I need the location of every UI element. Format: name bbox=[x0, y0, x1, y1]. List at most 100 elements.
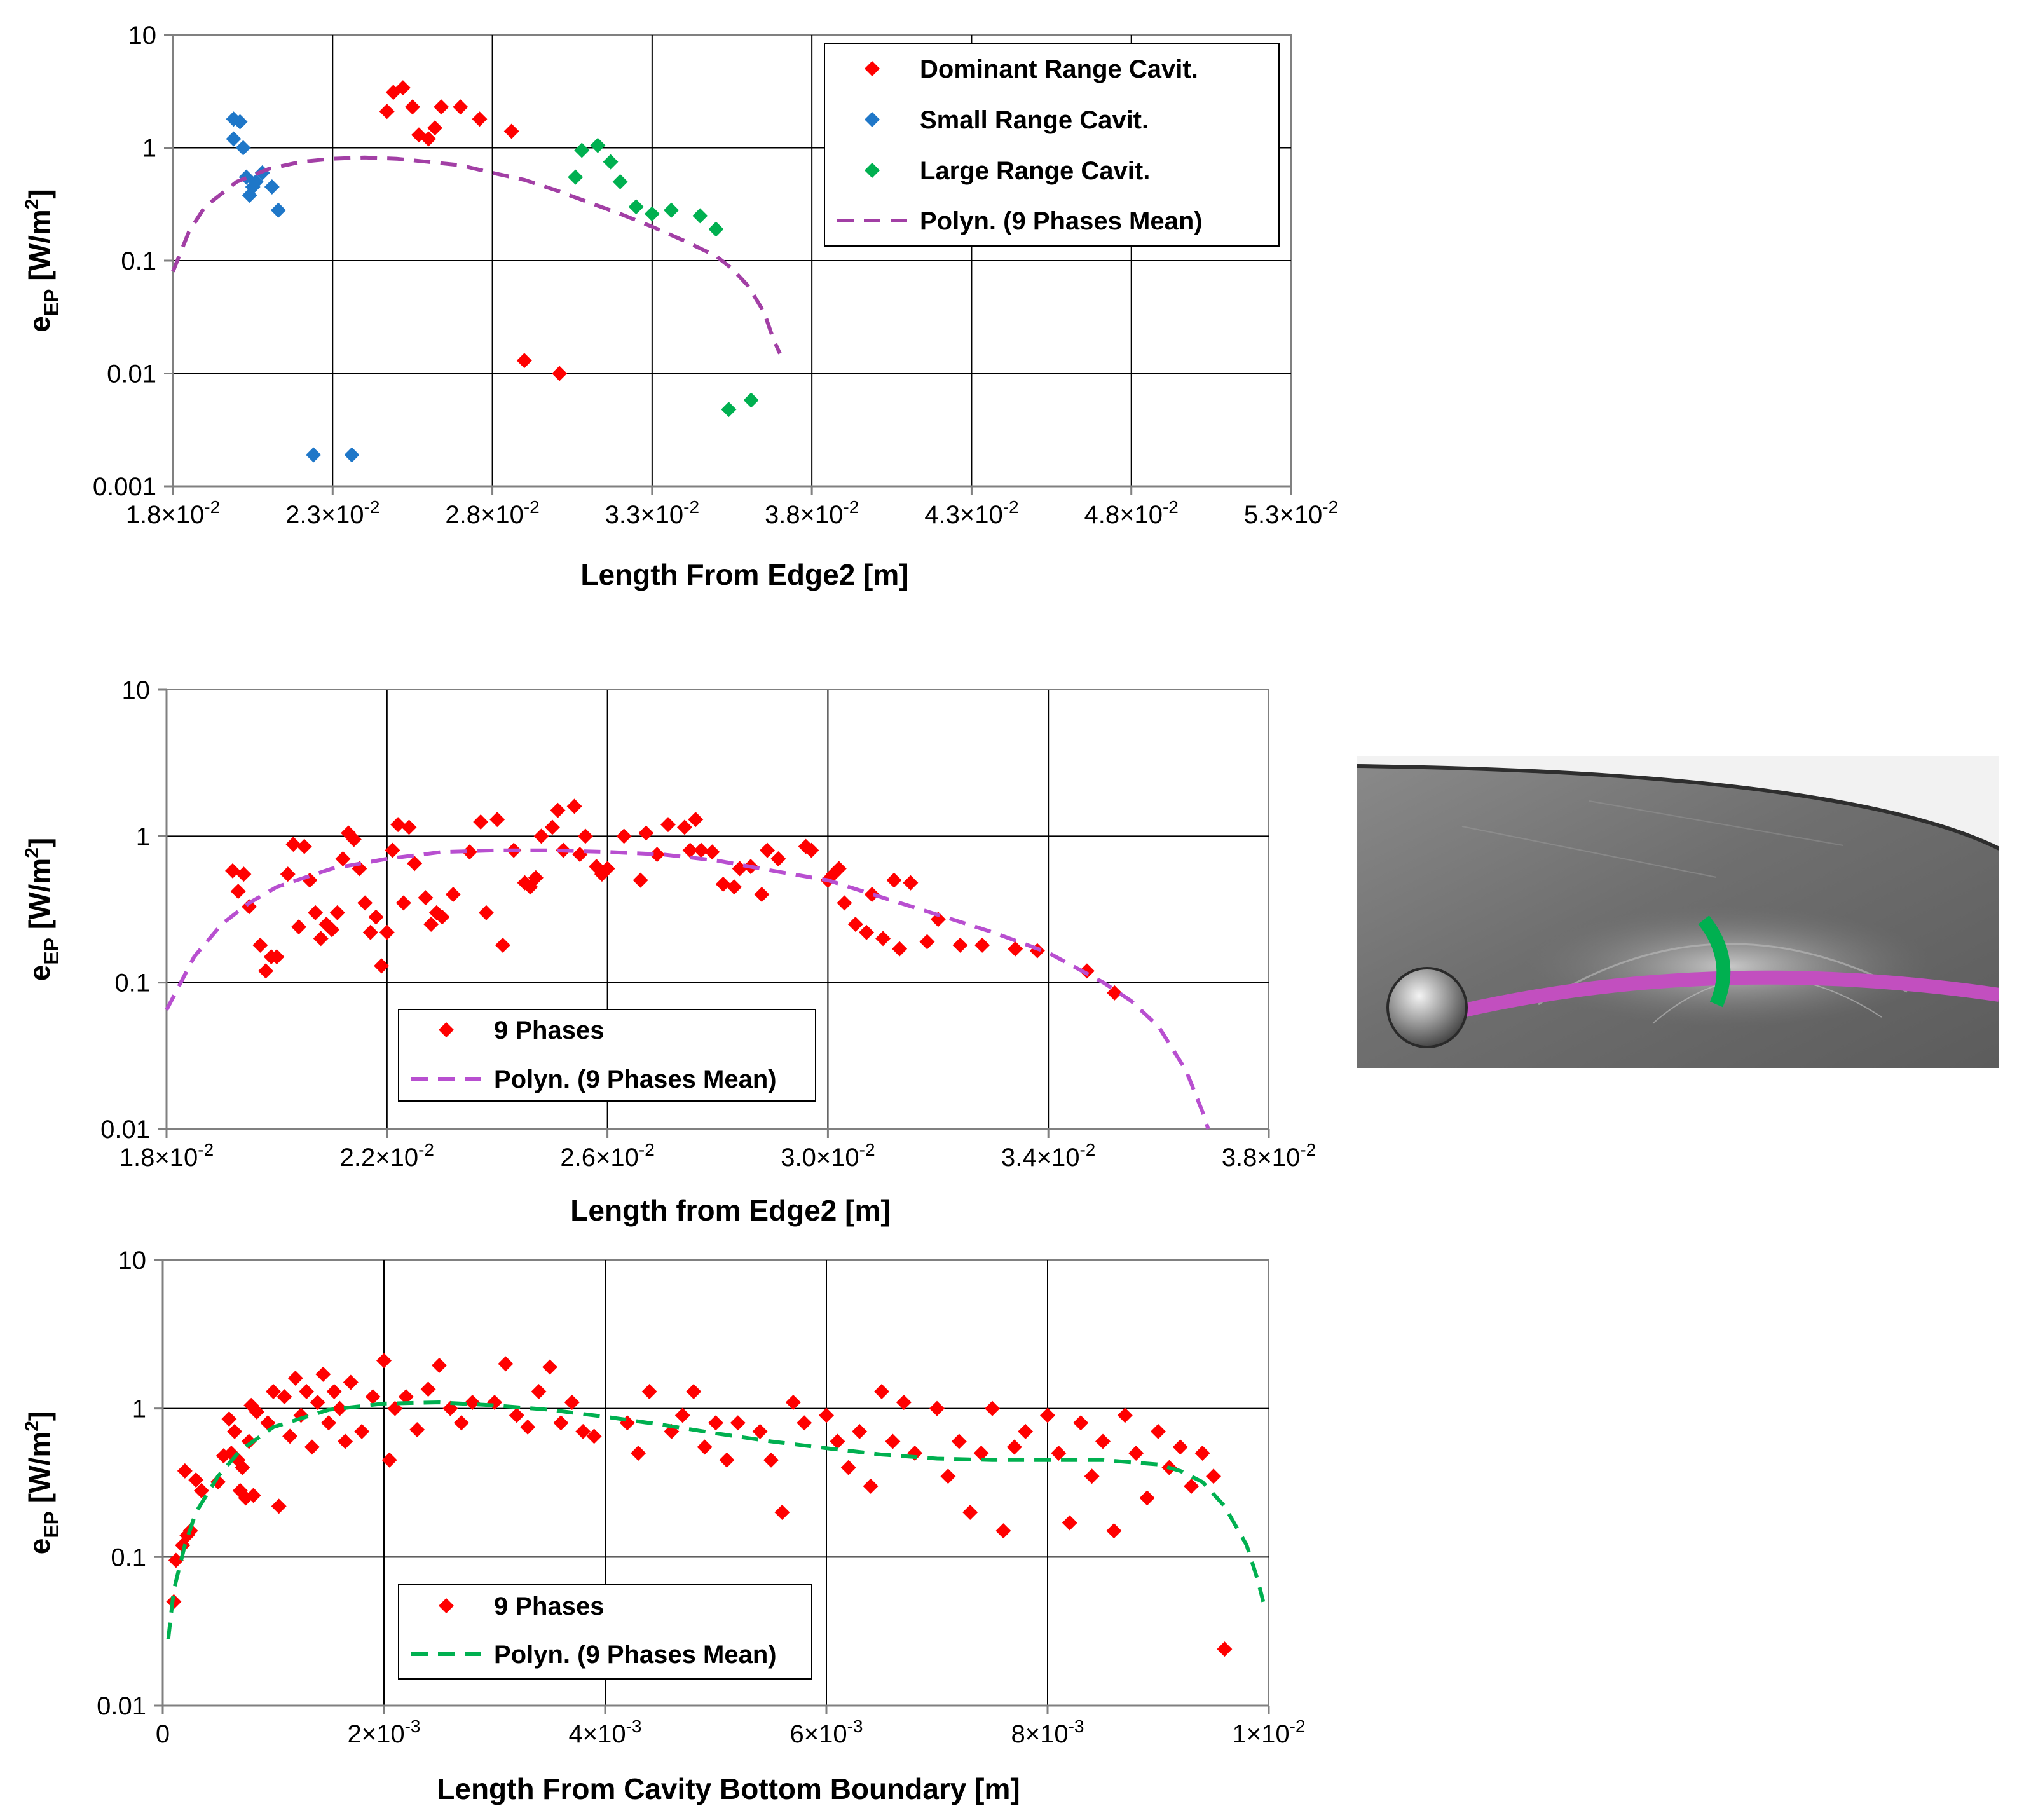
photo-green-marker bbox=[1698, 915, 1731, 1008]
data-point bbox=[225, 863, 241, 879]
data-point bbox=[528, 870, 544, 886]
data-point bbox=[715, 876, 731, 892]
data-point bbox=[831, 861, 847, 877]
y-tick-label: 0.001 bbox=[93, 473, 156, 501]
data-point bbox=[686, 1384, 702, 1400]
x-tick-label: 4.8×10-2 bbox=[1084, 497, 1179, 529]
data-point bbox=[896, 1394, 912, 1410]
data-point bbox=[797, 1415, 812, 1431]
y-axis-label: eEP [W/m2] bbox=[22, 1411, 63, 1555]
data-point bbox=[332, 1400, 348, 1416]
data-point bbox=[886, 872, 902, 888]
x-tick-label: 0 bbox=[156, 1720, 170, 1748]
x-tick-label: 2.6×10-2 bbox=[560, 1140, 654, 1172]
y-tick-label: 0.1 bbox=[114, 969, 150, 997]
data-point bbox=[266, 1384, 281, 1400]
data-point bbox=[1008, 941, 1023, 957]
data-point bbox=[315, 1366, 331, 1382]
data-point bbox=[245, 1488, 261, 1503]
data-point bbox=[743, 392, 759, 408]
data-point bbox=[270, 202, 286, 218]
data-point bbox=[730, 1415, 746, 1431]
data-point bbox=[721, 402, 737, 418]
legend: 9 Phases Polyn. (9 Phases Mean) bbox=[398, 1584, 812, 1680]
data-point bbox=[418, 890, 434, 906]
legend-label: 9 Phases bbox=[494, 1592, 604, 1620]
data-point bbox=[903, 875, 919, 891]
legend-label: Dominant Range Cavit. bbox=[920, 55, 1198, 83]
data-point bbox=[874, 1384, 889, 1400]
data-point bbox=[727, 879, 742, 895]
data-point bbox=[774, 1504, 790, 1520]
data-point bbox=[770, 851, 786, 867]
data-point bbox=[509, 1407, 524, 1423]
data-point bbox=[542, 1359, 557, 1375]
data-point bbox=[1106, 1523, 1122, 1539]
data-point bbox=[704, 844, 720, 860]
data-point bbox=[489, 812, 505, 828]
data-point bbox=[321, 1415, 336, 1431]
data-point bbox=[354, 1423, 370, 1439]
data-point bbox=[1151, 1423, 1166, 1439]
y-tick-label: 10 bbox=[118, 1247, 147, 1275]
data-point bbox=[693, 842, 709, 858]
data-point bbox=[919, 934, 935, 950]
data-point bbox=[277, 1389, 292, 1405]
cavity-photograph bbox=[1357, 756, 1999, 1068]
x-tick-label: 2.8×10-2 bbox=[445, 497, 539, 529]
data-point bbox=[1018, 1423, 1034, 1439]
data-point bbox=[520, 1419, 536, 1435]
legend-label: 9 Phases bbox=[494, 1016, 604, 1044]
data-point bbox=[478, 905, 494, 920]
data-point bbox=[516, 353, 532, 369]
data-point bbox=[1139, 1490, 1155, 1506]
y-tick-label: 10 bbox=[122, 676, 151, 704]
data-point bbox=[533, 828, 549, 844]
data-point bbox=[357, 895, 373, 911]
data-point bbox=[1084, 1468, 1100, 1484]
data-point bbox=[1172, 1439, 1188, 1455]
legend-label: Polyn. (9 Phases Mean) bbox=[920, 207, 1203, 235]
data-point bbox=[763, 1452, 779, 1468]
data-point bbox=[760, 842, 776, 858]
data-point bbox=[326, 1384, 342, 1400]
legend: 9 Phases Polyn. (9 Phases Mean) bbox=[398, 1009, 816, 1102]
data-point bbox=[230, 884, 246, 900]
y-tick-label: 1 bbox=[142, 135, 156, 163]
photo-ball bbox=[1386, 967, 1468, 1048]
data-point bbox=[472, 111, 488, 127]
data-point bbox=[885, 1433, 901, 1449]
data-point bbox=[974, 937, 990, 953]
data-point bbox=[252, 937, 268, 953]
x-tick-label: 1.8×10-2 bbox=[120, 1140, 214, 1172]
y-tick-label: 0.1 bbox=[121, 247, 156, 275]
data-point bbox=[577, 828, 593, 844]
y-tick-label: 0.1 bbox=[111, 1543, 146, 1571]
y-tick-label: 1 bbox=[136, 823, 150, 851]
data-point bbox=[453, 99, 468, 115]
data-point bbox=[376, 1353, 392, 1369]
data-point bbox=[291, 919, 307, 935]
data-point bbox=[390, 817, 406, 833]
data-point bbox=[553, 1415, 569, 1431]
x-tick-label: 6×10-3 bbox=[790, 1716, 863, 1748]
data-point bbox=[379, 104, 395, 120]
data-point bbox=[304, 1439, 320, 1455]
legend-marker-swatch bbox=[865, 163, 880, 178]
data-point bbox=[193, 1482, 209, 1498]
data-point bbox=[940, 1468, 956, 1484]
data-point bbox=[1062, 1515, 1077, 1531]
legend-marker-swatch bbox=[439, 1022, 454, 1037]
x-axis-label: Length From Edge2 [m] bbox=[580, 558, 908, 591]
data-point bbox=[398, 1389, 414, 1405]
data-point bbox=[612, 174, 628, 189]
data-point bbox=[248, 174, 264, 189]
x-tick-label: 3.8×10-2 bbox=[765, 497, 859, 529]
x-tick-label: 5.3×10-2 bbox=[1244, 497, 1338, 529]
legend-marker-swatch bbox=[865, 112, 880, 127]
data-point bbox=[335, 851, 351, 867]
data-point bbox=[306, 447, 322, 463]
legend-label: Small Range Cavit. bbox=[920, 106, 1149, 134]
data-point bbox=[863, 1478, 879, 1494]
data-point bbox=[575, 1423, 591, 1439]
